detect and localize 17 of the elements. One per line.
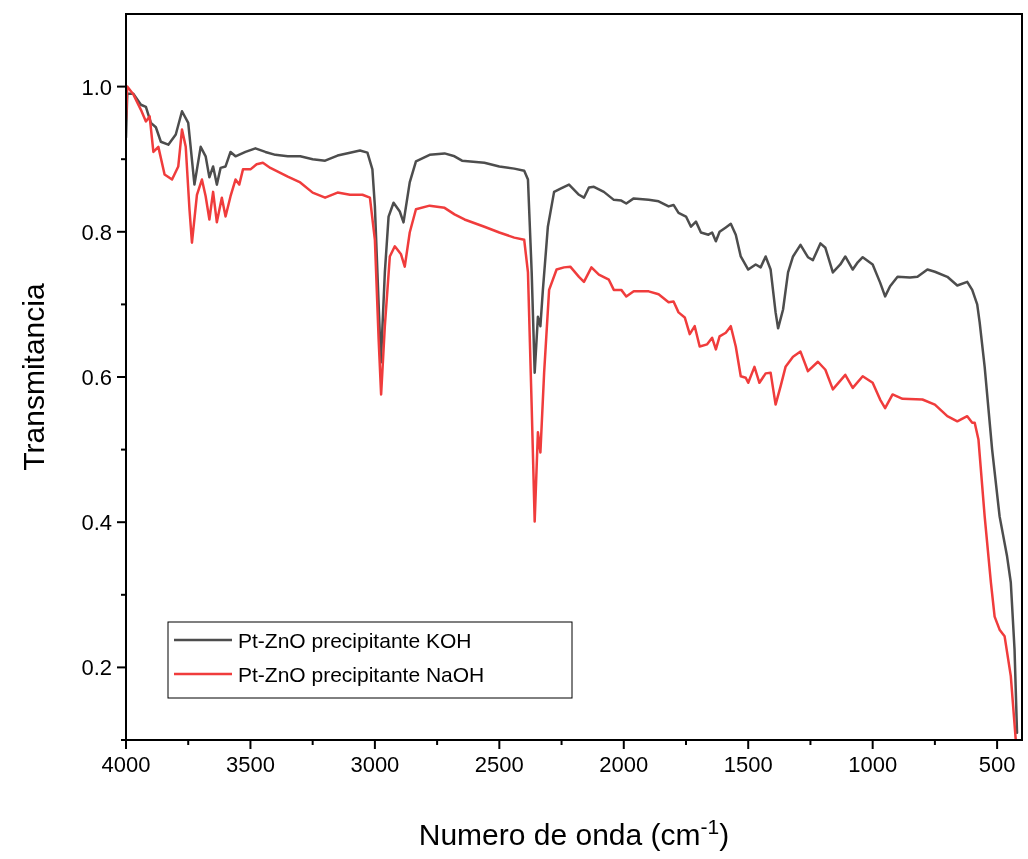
y-tick-label: 1.0: [81, 74, 112, 100]
x-tick-label: 4000: [101, 752, 151, 777]
x-tick-label: 3000: [350, 752, 400, 777]
x-tick-label: 2500: [474, 752, 524, 777]
x-tick-label: 1500: [723, 752, 773, 777]
y-tick-label: 0.8: [81, 219, 112, 245]
y-tick-label: 0.2: [81, 655, 112, 681]
y-axis-title: Transmitancia: [17, 283, 50, 471]
legend-label: Pt-ZnO precipitante KOH: [238, 629, 472, 652]
x-tick-label: 500: [978, 752, 1016, 777]
x-tick-label: 1000: [848, 752, 898, 777]
x-tick-label: 2000: [599, 752, 649, 777]
x-axis-title: Numero de onda (cm$^{-1}$): [418, 814, 730, 851]
legend-label: Pt-ZnO precipitante NaOH: [238, 663, 485, 686]
y-tick-label: 0.6: [81, 365, 112, 390]
x-tick-label: 3500: [225, 752, 275, 777]
y-tick-label: 0.4: [81, 510, 112, 536]
